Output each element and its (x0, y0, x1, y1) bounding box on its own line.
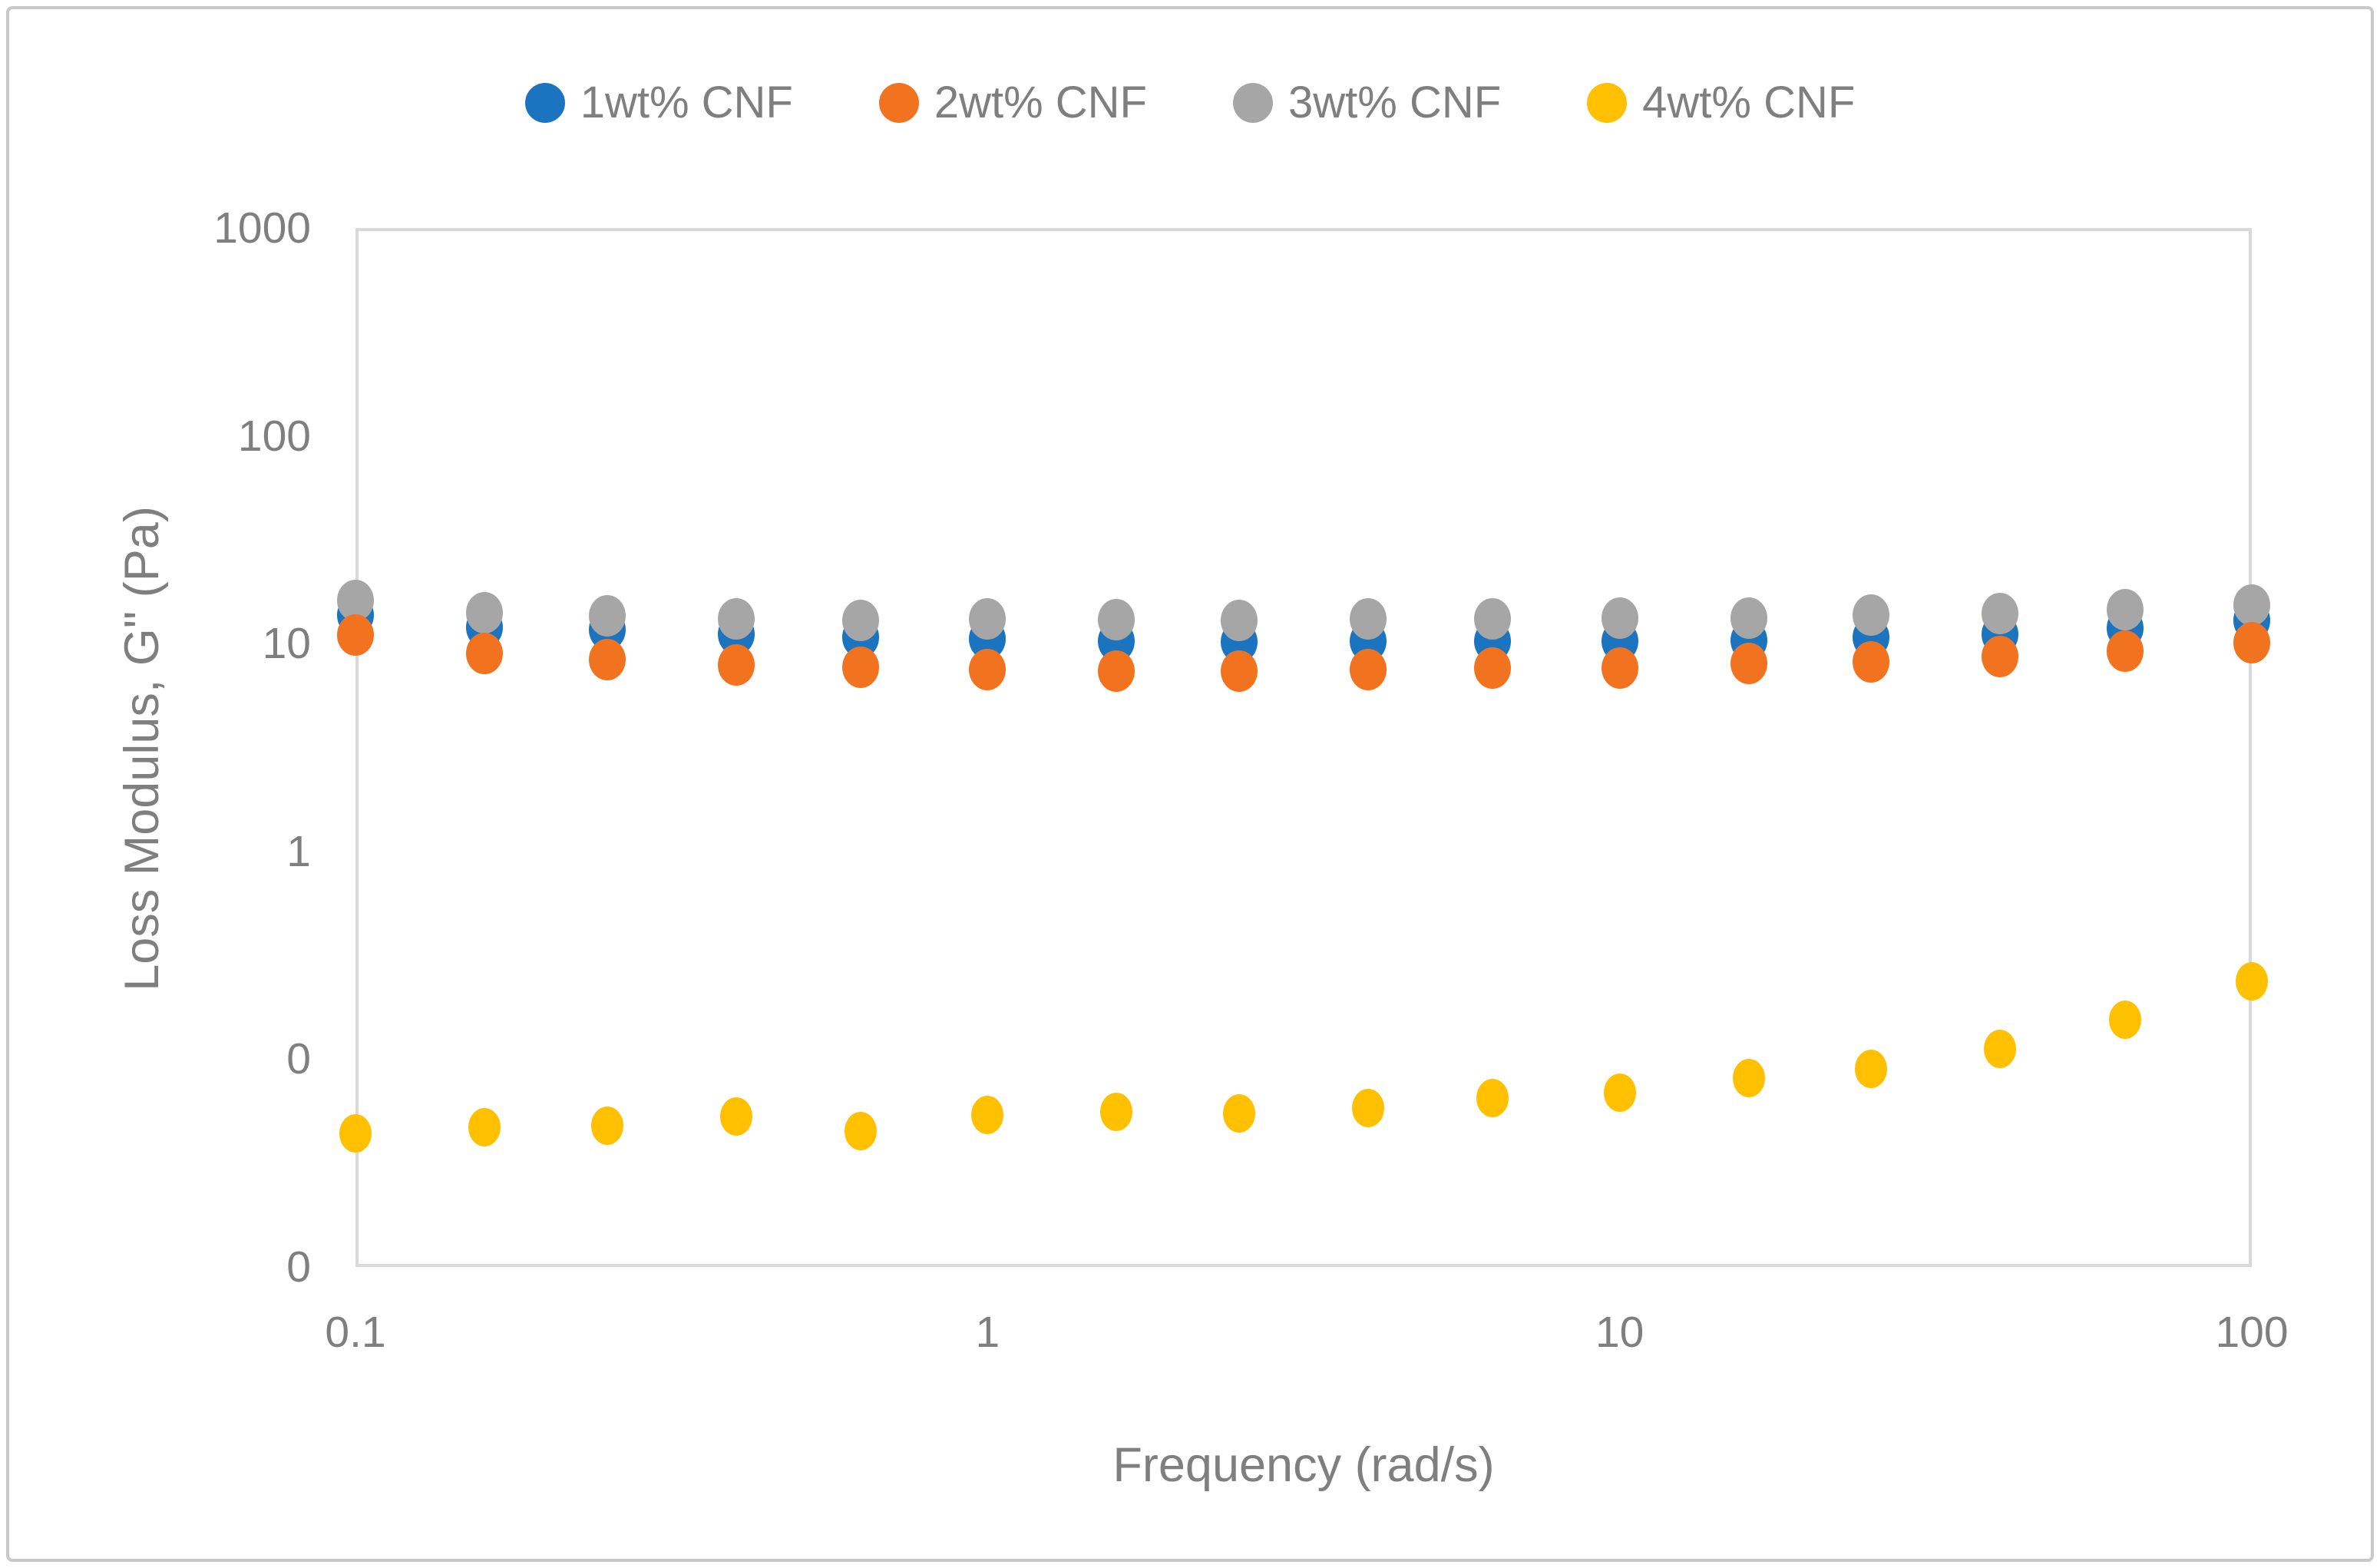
data-point-4wt-cnf (719, 1097, 752, 1136)
data-point-3wt-cnf (1098, 599, 1135, 641)
data-point-3wt-cnf (1982, 592, 2019, 634)
data-point-3wt-cnf (1601, 597, 1638, 639)
data-point-2wt-cnf (1350, 649, 1387, 690)
data-point-3wt-cnf (842, 600, 880, 642)
data-point-3wt-cnf (588, 595, 626, 637)
data-point-3wt-cnf (2233, 584, 2270, 627)
legend-label: 1wt% CNF (580, 78, 793, 127)
x-tick-label: 10 (1595, 1308, 1645, 1357)
data-point-2wt-cnf (842, 646, 880, 688)
data-point-2wt-cnf (1220, 650, 1258, 692)
y-tick-label: 10 (262, 619, 311, 669)
data-point-4wt-cnf (468, 1108, 501, 1147)
data-point-2wt-cnf (2106, 630, 2144, 672)
data-point-3wt-cnf (717, 598, 755, 640)
y-tick-label: 1 (286, 826, 311, 876)
plot-area (355, 228, 2252, 1267)
data-point-2wt-cnf (1853, 640, 1890, 683)
legend-marker-icon (1587, 82, 1628, 123)
data-point-2wt-cnf (969, 649, 1007, 690)
data-point-4wt-cnf (845, 1112, 878, 1151)
legend-label: 3wt% CNF (1288, 78, 1502, 127)
data-point-3wt-cnf (466, 591, 504, 633)
data-point-2wt-cnf (588, 638, 626, 680)
data-point-2wt-cnf (1730, 643, 1767, 685)
data-point-4wt-cnf (1352, 1089, 1385, 1128)
legend-label: 2wt% CNF (934, 78, 1147, 127)
legend-marker-icon (1233, 82, 1273, 123)
data-point-2wt-cnf (2233, 622, 2270, 664)
x-tick-label: 100 (2215, 1308, 2289, 1357)
data-point-3wt-cnf (969, 598, 1007, 640)
legend-label: 4wt% CNF (1642, 78, 1856, 127)
y-tick-label: 0 (286, 1034, 311, 1084)
legend-item-1wt-cnf: 1wt% CNF (524, 77, 793, 128)
data-point-4wt-cnf (1855, 1049, 1888, 1088)
data-point-2wt-cnf (1982, 635, 2019, 677)
data-point-4wt-cnf (1732, 1059, 1765, 1098)
y-tick-label: 0 (286, 1242, 311, 1292)
legend-item-4wt-cnf: 4wt% CNF (1587, 77, 1855, 128)
data-point-2wt-cnf (466, 632, 504, 674)
data-point-3wt-cnf (1853, 594, 1890, 637)
data-point-2wt-cnf (1098, 650, 1135, 692)
y-axis-title: Loss Modulus, G" (Pa) (115, 506, 169, 991)
data-point-3wt-cnf (1350, 598, 1387, 640)
x-axis-title: Frequency (rad/s) (1112, 1438, 1495, 1492)
x-tick-label: 0.1 (325, 1308, 386, 1357)
data-point-3wt-cnf (1730, 597, 1767, 639)
data-point-4wt-cnf (1100, 1092, 1133, 1131)
y-tick-label: 100 (237, 411, 311, 461)
data-point-4wt-cnf (2236, 962, 2268, 1001)
legend-item-3wt-cnf: 3wt% CNF (1233, 77, 1501, 128)
data-point-4wt-cnf (1603, 1073, 1636, 1112)
data-point-3wt-cnf (1474, 597, 1512, 640)
data-point-4wt-cnf (590, 1106, 623, 1145)
legend-item-2wt-cnf: 2wt% CNF (878, 77, 1147, 128)
data-point-2wt-cnf (717, 643, 755, 686)
data-point-3wt-cnf (337, 579, 374, 621)
data-point-4wt-cnf (2108, 1000, 2141, 1039)
data-point-4wt-cnf (1476, 1079, 1509, 1118)
x-tick-label: 1 (975, 1308, 1000, 1357)
data-point-2wt-cnf (337, 614, 374, 656)
data-point-2wt-cnf (1601, 647, 1638, 690)
data-point-3wt-cnf (2106, 588, 2144, 630)
data-point-3wt-cnf (1220, 600, 1258, 642)
data-point-2wt-cnf (1474, 647, 1512, 690)
data-point-4wt-cnf (1222, 1093, 1255, 1133)
data-point-4wt-cnf (339, 1113, 372, 1153)
data-point-4wt-cnf (971, 1095, 1004, 1134)
chart-legend: 1wt% CNF 2wt% CNF 3wt% CNF 4wt% CNF (0, 77, 2380, 128)
data-point-4wt-cnf (1984, 1030, 2017, 1069)
legend-marker-icon (524, 82, 565, 123)
y-tick-label: 1000 (213, 203, 311, 253)
legend-marker-icon (878, 82, 919, 123)
